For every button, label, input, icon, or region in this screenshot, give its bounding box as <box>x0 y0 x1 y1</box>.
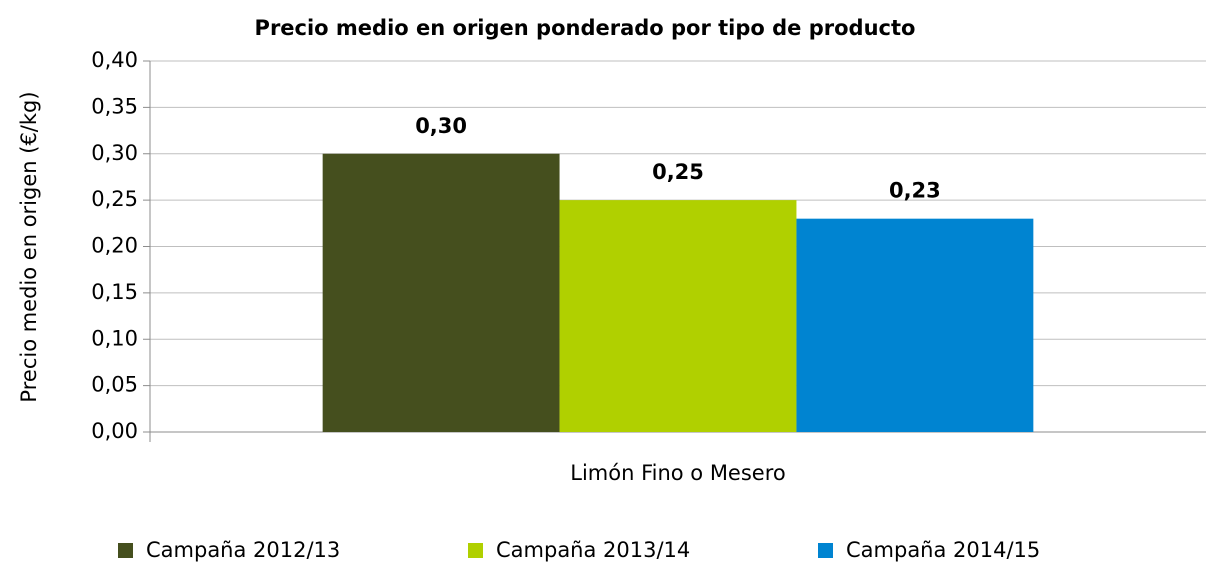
legend-label: Campaña 2012/13 <box>146 538 340 562</box>
y-tick-label: 0,35 <box>91 94 138 118</box>
y-tick-label: 0,05 <box>91 373 138 397</box>
y-tick-label: 0,40 <box>91 48 138 72</box>
bar <box>322 153 560 432</box>
chart-title: Precio medio en origen ponderado por tip… <box>255 16 916 40</box>
y-axis-label: Precio medio en origen (€/kg) <box>17 91 41 402</box>
y-tick-label: 0,00 <box>91 419 138 443</box>
y-tick-label: 0,25 <box>91 187 138 211</box>
y-tick-label: 0,15 <box>91 280 138 304</box>
legend-swatch <box>468 543 483 558</box>
legend-label: Campaña 2014/15 <box>846 538 1040 562</box>
y-tick-label: 0,20 <box>91 234 138 258</box>
data-label: 0,30 <box>415 114 467 138</box>
data-label: 0,25 <box>652 160 704 184</box>
bar <box>559 200 797 432</box>
x-tick-label: Limón Fino o Mesero <box>570 461 786 485</box>
y-tick-label: 0,30 <box>91 141 138 165</box>
bar <box>796 218 1034 432</box>
legend-swatch <box>118 543 133 558</box>
y-tick-label: 0,10 <box>91 326 138 350</box>
data-label: 0,23 <box>889 179 941 203</box>
legend-swatch <box>818 543 833 558</box>
legend-label: Campaña 2013/14 <box>496 538 690 562</box>
